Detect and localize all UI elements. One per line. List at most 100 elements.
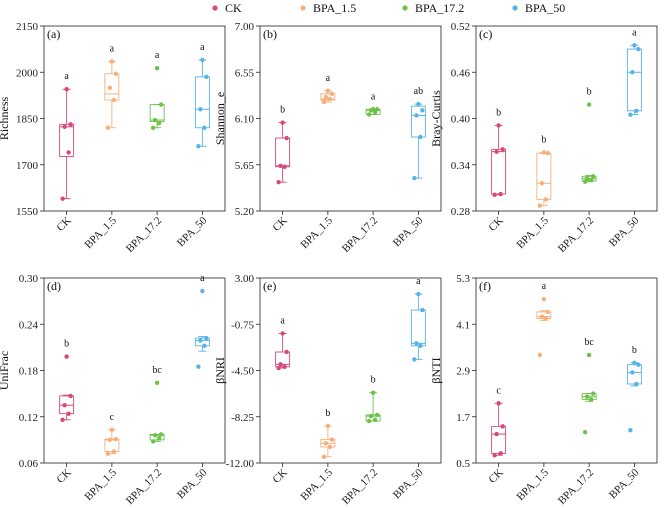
iqr-box — [626, 364, 642, 385]
data-point — [370, 107, 376, 112]
box-BPA_17.2: b — [365, 375, 381, 424]
data-point — [500, 424, 505, 429]
y-tick-label: 0.06 — [19, 458, 39, 470]
data-point — [416, 291, 421, 297]
data-point — [111, 97, 117, 103]
data-point — [66, 411, 71, 416]
y-tick-label: 0.28 — [451, 206, 471, 218]
data-point — [541, 296, 547, 302]
legend-marker-BPA_50 — [512, 5, 518, 11]
data-point — [278, 362, 283, 367]
significance-letter: b — [325, 408, 330, 419]
data-point — [198, 338, 203, 343]
x-tick-label: BPA_50 — [391, 214, 426, 249]
y-tick-label: 5.65 — [235, 160, 255, 172]
data-point — [492, 192, 497, 198]
significance-letter: a — [326, 73, 331, 84]
box-BPA_50: ab — [410, 86, 426, 181]
data-point — [327, 96, 333, 102]
box-CK: c — [491, 385, 507, 458]
box-BPA_17.2: bc — [581, 337, 597, 435]
significance-letter: a — [632, 27, 637, 38]
x-tick-label: BPA_17.2 — [124, 215, 164, 255]
data-point — [543, 316, 549, 321]
data-point — [321, 99, 327, 105]
data-point — [204, 335, 209, 341]
significance-letter: a — [110, 43, 115, 54]
data-point — [584, 176, 590, 181]
data-point — [158, 102, 164, 107]
box-BPA_1.5: b — [536, 134, 552, 208]
data-point — [420, 307, 425, 313]
data-point — [62, 124, 67, 130]
y-axis-label: Shannon_e — [213, 92, 227, 145]
significance-letter: b — [587, 87, 592, 98]
x-tick-label: BPA_50 — [607, 466, 642, 501]
x-tick-label: CK — [54, 467, 73, 486]
data-point — [586, 352, 592, 358]
y-tick-label: 0.12 — [19, 412, 38, 424]
data-point — [68, 122, 73, 127]
x-tick-label: BPA_1.5 — [82, 466, 119, 503]
data-point — [498, 451, 503, 456]
data-point — [368, 413, 374, 419]
iqr-box — [59, 123, 75, 157]
data-point — [105, 125, 111, 130]
panel-label: (e) — [263, 279, 276, 293]
data-point — [584, 394, 590, 399]
data-point — [64, 87, 69, 92]
data-point — [588, 397, 594, 402]
y-tick-label: 6.10 — [235, 114, 255, 126]
data-point — [156, 120, 162, 126]
data-point — [107, 437, 113, 443]
data-point — [113, 436, 119, 442]
x-tick-label: BPA_1.5 — [298, 214, 335, 251]
box-BPA_50: a — [194, 42, 210, 149]
data-point — [539, 181, 545, 186]
box-BPA_1.5: a — [536, 281, 552, 358]
data-point — [366, 112, 372, 117]
legend-label: CK — [225, 1, 242, 15]
data-point — [539, 314, 545, 319]
x-tick-label: BPA_17.2 — [340, 215, 380, 255]
data-point — [414, 341, 419, 346]
data-point — [372, 417, 378, 423]
significance-letter: c — [110, 412, 115, 423]
y-tick-label: -0.75 — [231, 319, 254, 331]
significance-letter: ab — [414, 86, 423, 97]
data-point — [494, 149, 499, 154]
legend-label: BPA_1.5 — [313, 1, 356, 15]
y-tick-label: 0.34 — [451, 160, 471, 172]
y-tick-label: -12.00 — [226, 458, 255, 470]
panel-c: (c) 0.28 0.34 0.40 0.46 0.52 Bray-Curtis CK BPA_… — [429, 21, 658, 255]
y-axis-label: Richness — [0, 97, 11, 141]
y-tick-label: 0.5 — [456, 458, 470, 470]
box-BPA_17.2: b — [581, 87, 597, 184]
significance-letter: b — [541, 134, 546, 145]
data-point — [496, 123, 501, 128]
y-tick-label: 0.24 — [19, 319, 39, 331]
x-tick-label: BPA_1.5 — [514, 466, 551, 503]
iqr-box — [194, 76, 210, 129]
legend-label: BPA_17.2 — [415, 1, 464, 15]
x-tick-label: BPA_50 — [391, 466, 426, 501]
y-axis-label: Bray-Curtis — [429, 90, 443, 147]
x-tick-label: BPA_50 — [607, 214, 642, 249]
data-point — [152, 433, 158, 438]
data-point — [628, 428, 633, 433]
box-BPA_50: a — [626, 27, 642, 117]
legend-marker-BPA_17.2 — [402, 5, 408, 11]
iqr-box — [536, 152, 552, 200]
x-tick-label: BPA_17.2 — [556, 467, 596, 507]
data-point — [276, 365, 281, 371]
panel-label: (d) — [47, 279, 61, 293]
data-point — [60, 196, 65, 201]
x-tick-label: CK — [270, 467, 289, 486]
data-point — [282, 364, 287, 369]
data-point — [204, 74, 209, 80]
y-tick-label: 2000 — [16, 67, 39, 79]
box-CK: b — [275, 105, 291, 185]
data-point — [152, 117, 158, 123]
data-point — [374, 412, 380, 418]
x-tick-label: CK — [486, 215, 505, 234]
